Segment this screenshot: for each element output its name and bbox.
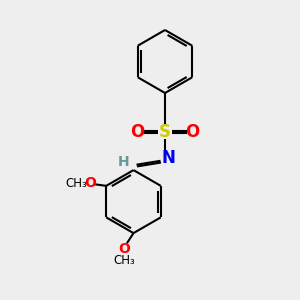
Text: N: N [162,149,176,167]
Text: O: O [84,176,96,190]
Text: CH₃: CH₃ [113,254,135,267]
Text: CH₃: CH₃ [65,177,87,190]
Text: S: S [159,123,171,141]
Text: O: O [118,242,130,256]
Text: H: H [118,155,130,169]
Text: O: O [130,123,145,141]
Text: O: O [185,123,200,141]
